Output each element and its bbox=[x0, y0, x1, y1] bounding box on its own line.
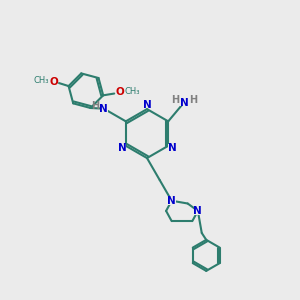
Text: N: N bbox=[100, 103, 108, 114]
Text: CH₃: CH₃ bbox=[33, 76, 49, 85]
FancyBboxPatch shape bbox=[50, 78, 58, 86]
FancyBboxPatch shape bbox=[180, 99, 188, 106]
Text: N: N bbox=[142, 100, 152, 110]
Text: N: N bbox=[118, 143, 126, 153]
FancyBboxPatch shape bbox=[167, 197, 176, 205]
Text: O: O bbox=[115, 87, 124, 97]
Text: H: H bbox=[171, 95, 179, 105]
FancyBboxPatch shape bbox=[194, 207, 202, 215]
Text: N: N bbox=[167, 196, 176, 206]
FancyBboxPatch shape bbox=[168, 144, 176, 152]
FancyBboxPatch shape bbox=[100, 105, 108, 112]
Text: N: N bbox=[194, 206, 202, 216]
Text: H: H bbox=[91, 101, 99, 111]
Text: N: N bbox=[168, 143, 176, 153]
Text: H: H bbox=[189, 95, 197, 105]
Text: CH₃: CH₃ bbox=[124, 87, 140, 96]
Text: O: O bbox=[49, 76, 58, 87]
FancyBboxPatch shape bbox=[116, 88, 124, 96]
FancyBboxPatch shape bbox=[118, 144, 126, 152]
FancyBboxPatch shape bbox=[143, 101, 151, 109]
Text: N: N bbox=[180, 98, 188, 108]
